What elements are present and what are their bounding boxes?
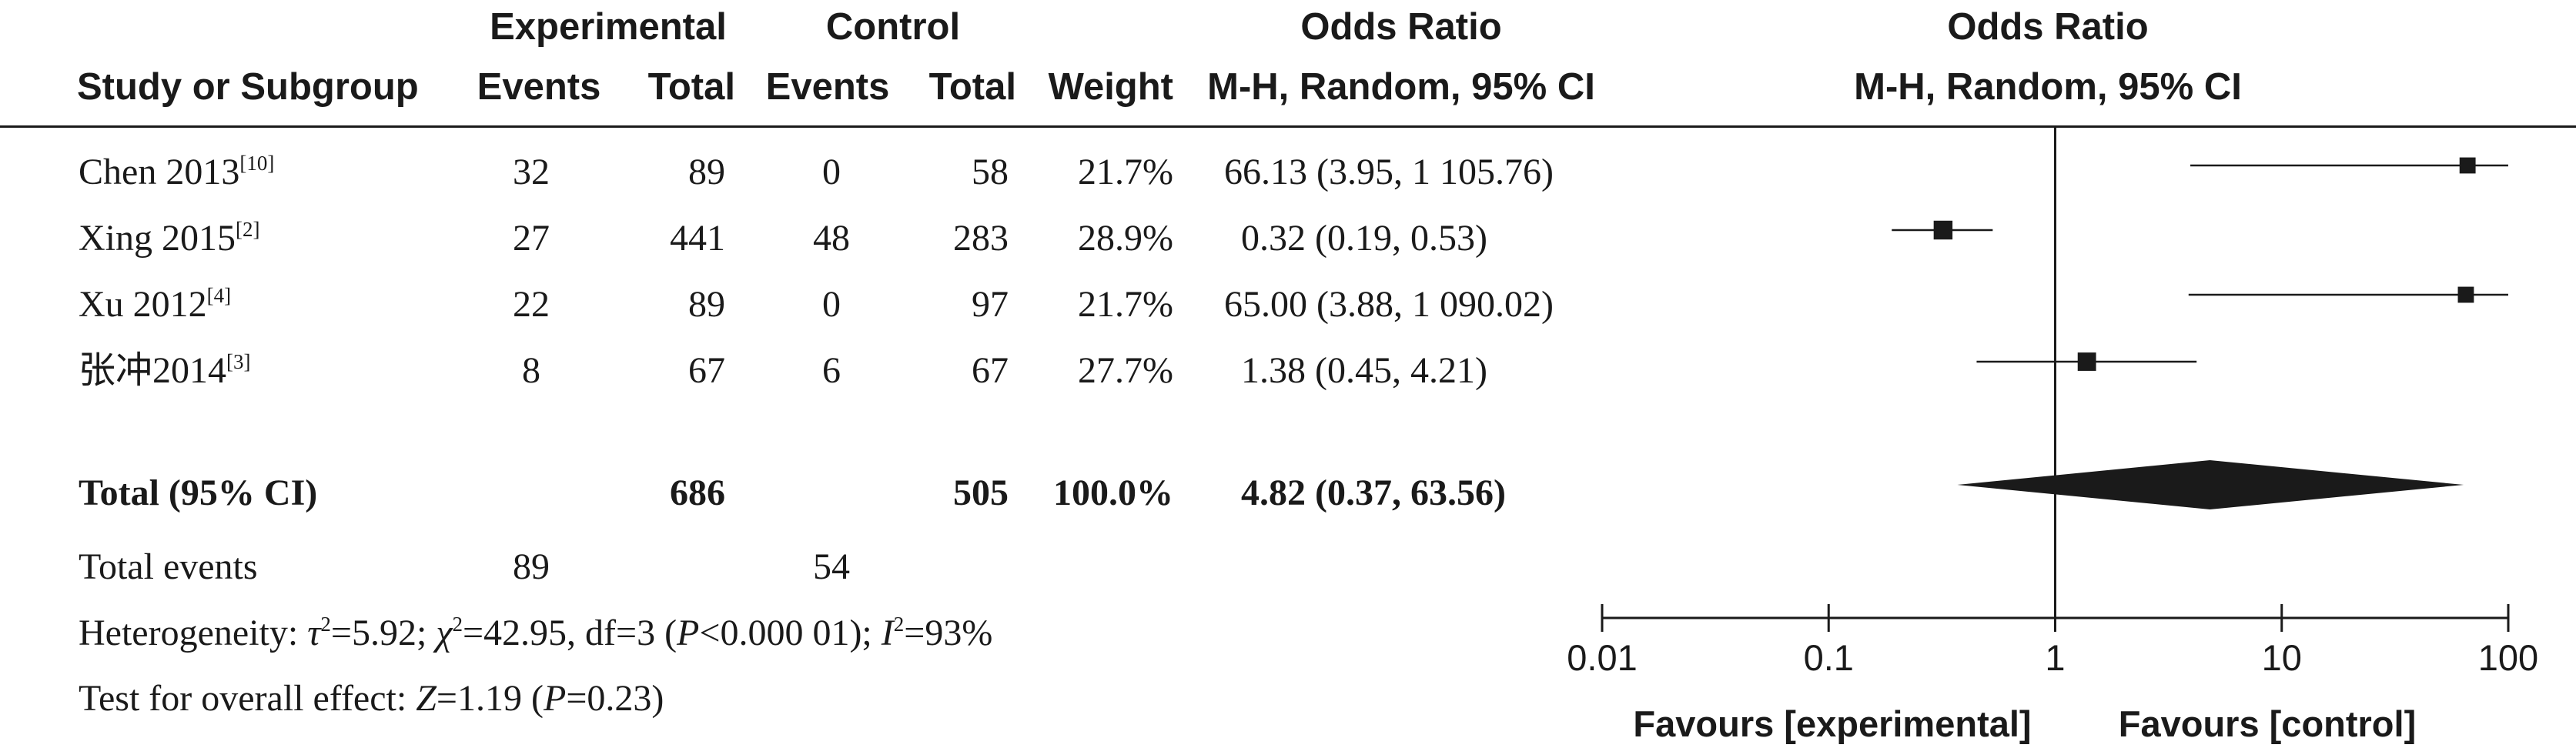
study-reference: [2] (236, 218, 260, 241)
odds-ratio-cell: 66.13 (3.95, 1 105.76) (1224, 152, 1554, 192)
ctl-events-header: Events (765, 66, 890, 108)
study-label: 张冲2014 (79, 350, 227, 391)
weight-header: Weight (1048, 66, 1173, 108)
study-point-estimate (2077, 352, 2096, 371)
ctl-total-cell: 58 (972, 152, 1009, 192)
study-label: Xu 2012 (79, 284, 207, 325)
study-name: Xu 2012[4] (79, 286, 231, 323)
study-reference: [3] (226, 350, 251, 373)
exp-total-cell: 89 (688, 152, 725, 192)
x-axis-tick-label: 0.1 (1804, 637, 1854, 678)
p-symbol: P (677, 613, 700, 653)
total-events-exp: 89 (513, 546, 550, 587)
ctl-events-cell: 6 (822, 350, 841, 391)
chi-exponent: 2 (452, 613, 463, 636)
exp-events-cell: 8 (522, 350, 540, 391)
exp-events-cell: 27 (513, 218, 550, 259)
exp-events-header: Events (477, 66, 601, 108)
ctl-events-cell: 48 (813, 218, 850, 259)
weight-cell: 27.7% (1078, 350, 1173, 391)
exp-events-cell: 22 (513, 284, 550, 325)
i-exponent: 2 (893, 613, 905, 636)
x-axis-tick-label: 0.01 (1567, 637, 1637, 678)
total-events-label: Total events (79, 546, 258, 587)
exp-total-header: Total (647, 66, 735, 108)
overall-effect-label: Test for overall effect: (79, 678, 417, 719)
tau-exponent: 2 (320, 613, 331, 636)
study-name: 张冲2014[3] (79, 352, 251, 389)
x-axis-tick-label: 100 (2478, 637, 2538, 678)
study-reference: [4] (206, 284, 232, 307)
tau-value: =5.92; (330, 613, 437, 653)
z-value: =1.19 ( (436, 678, 544, 719)
odds-ratio-table-header: Odds Ratio (1300, 6, 1502, 48)
total-weight: 100.0% (1053, 473, 1173, 513)
ctl-events-cell: 0 (822, 152, 841, 192)
ctl-total-cell: 97 (972, 284, 1009, 325)
z-symbol: Z (416, 678, 437, 719)
favours-control-label: Favours [control] (2119, 703, 2416, 744)
i-value: =93% (904, 613, 993, 653)
x-axis-tick-label: 1 (2045, 637, 2065, 678)
study-name: Xing 2015[2] (79, 218, 260, 259)
weight-cell: 21.7% (1078, 284, 1173, 325)
study-point-estimate (1933, 220, 1953, 240)
overall-p-value: =0.23) (566, 678, 664, 719)
exp-events-cell: 32 (513, 152, 550, 192)
overall-effect-line: Test for overall effect: Z=1.19 (P=0.23) (79, 680, 664, 717)
study-point-estimate (2459, 157, 2476, 174)
study-name: Chen 2013[10] (79, 152, 275, 192)
chi-value: =42.95, df=3 ( (462, 613, 677, 653)
heterogeneity-line: Heterogeneity: τ2=5.92; χ2=42.95, df=3 (… (79, 613, 993, 653)
exp-total-cell: 89 (688, 284, 725, 325)
pooled-diamond (1957, 460, 2464, 509)
heterogeneity-label: Heterogeneity: (79, 613, 308, 653)
study-reference: [10] (239, 152, 275, 175)
odds-ratio-cell: 1.38 (0.45, 4.21) (1241, 350, 1487, 391)
weight-cell: 21.7% (1078, 152, 1173, 192)
total-odds-ratio: 4.82 (0.37, 63.56) (1241, 473, 1506, 513)
total-ctl-total: 505 (953, 473, 1009, 513)
method-table-header: M-H, Random, 95% CI (1207, 66, 1595, 108)
odds-ratio-plot-header: Odds Ratio (1947, 6, 2149, 48)
ctl-events-cell: 0 (822, 284, 841, 325)
tau-symbol: τ (307, 613, 321, 653)
study-label: Xing 2015 (79, 218, 236, 259)
header-rule (0, 125, 2576, 128)
experimental-group-header: Experimental (490, 6, 727, 48)
ctl-total-cell: 283 (953, 218, 1009, 259)
favours-experimental-label: Favours [experimental] (1633, 703, 2031, 744)
exp-total-cell: 67 (688, 350, 725, 391)
odds-ratio-cell: 65.00 (3.88, 1 090.02) (1224, 284, 1554, 325)
exp-total-cell: 441 (670, 218, 725, 259)
odds-ratio-cell: 0.32 (0.19, 0.53) (1241, 218, 1487, 259)
total-label: Total (95% CI) (79, 473, 318, 513)
chi-symbol: χ (436, 613, 453, 653)
total-events-ctl: 54 (813, 546, 850, 587)
method-plot-header: M-H, Random, 95% CI (1854, 66, 2242, 108)
study-column-header: Study or Subgroup (77, 66, 419, 108)
ctl-total-cell: 67 (972, 350, 1009, 391)
overall-p-symbol: P (543, 678, 567, 719)
control-group-header: Control (825, 6, 961, 48)
weight-cell: 28.9% (1078, 218, 1173, 259)
total-exp-total: 686 (670, 473, 725, 513)
ctl-total-header: Total (928, 66, 1016, 108)
study-label: Chen 2013 (79, 152, 240, 192)
study-point-estimate (2457, 286, 2474, 303)
x-axis-tick-label: 10 (2262, 637, 2302, 678)
p-value: <0.000 01); (699, 613, 882, 653)
i-symbol: I (881, 613, 894, 653)
